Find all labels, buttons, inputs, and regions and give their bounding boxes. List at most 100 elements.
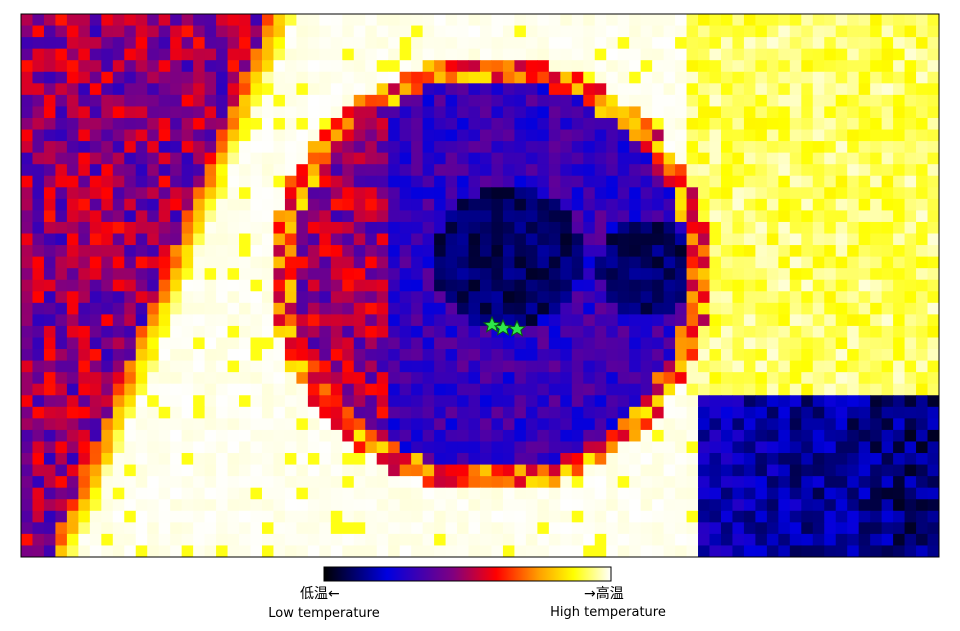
pixel xyxy=(365,48,378,61)
pixel xyxy=(239,429,251,442)
pixel xyxy=(675,117,688,131)
pixel xyxy=(468,441,481,454)
pixel xyxy=(720,476,733,489)
pixel xyxy=(330,25,343,38)
pixel xyxy=(89,291,102,304)
pixel xyxy=(720,256,733,269)
pixel xyxy=(445,545,458,557)
pixel xyxy=(468,198,481,211)
pixel xyxy=(227,314,240,327)
pixel xyxy=(89,372,102,385)
pixel xyxy=(273,14,286,27)
pixel xyxy=(388,94,401,107)
pixel xyxy=(204,545,217,557)
pixel xyxy=(250,60,263,73)
pixel xyxy=(847,406,860,419)
pixel xyxy=(296,453,309,466)
pixel xyxy=(112,464,125,477)
pixel xyxy=(135,487,148,500)
pixel xyxy=(273,71,286,84)
pixel xyxy=(789,187,802,200)
pixel xyxy=(353,545,366,557)
pixel xyxy=(399,37,412,50)
pixel xyxy=(927,314,939,327)
pixel xyxy=(881,314,894,327)
pixel xyxy=(296,349,309,362)
pixel xyxy=(652,83,665,96)
pixel xyxy=(181,60,194,73)
pixel xyxy=(560,372,573,385)
pixel xyxy=(548,314,561,327)
pixel xyxy=(789,152,802,165)
pixel xyxy=(239,187,251,200)
pixel xyxy=(629,487,642,500)
pixel xyxy=(629,37,642,50)
pixel xyxy=(548,187,561,200)
pixel xyxy=(709,302,722,315)
pixel xyxy=(858,94,871,107)
pixel xyxy=(904,429,917,442)
pixel xyxy=(709,256,722,269)
pixel xyxy=(480,418,492,431)
pixel xyxy=(135,522,148,535)
pixel xyxy=(101,268,114,281)
pixel xyxy=(353,395,366,408)
pixel xyxy=(434,14,447,27)
pixel xyxy=(353,337,366,350)
pixel xyxy=(284,175,297,188)
pixel xyxy=(284,522,297,535)
pixel xyxy=(812,256,825,269)
pixel xyxy=(319,360,332,373)
pixel xyxy=(686,325,699,338)
pixel xyxy=(32,545,45,557)
pixel xyxy=(227,325,240,338)
pixel xyxy=(801,487,814,500)
pixel xyxy=(319,499,332,512)
pixel xyxy=(743,337,756,350)
pixel xyxy=(583,221,596,235)
pixel xyxy=(904,60,917,73)
pixel xyxy=(606,487,619,500)
pixel xyxy=(675,441,688,454)
pixel xyxy=(365,83,378,96)
pixel xyxy=(617,314,630,327)
pixel xyxy=(893,256,906,269)
pixel xyxy=(732,60,745,73)
pixel xyxy=(468,117,481,131)
pixel xyxy=(663,152,676,165)
pixel xyxy=(21,164,33,177)
pixel xyxy=(583,175,596,188)
pixel xyxy=(422,487,435,500)
pixel xyxy=(181,37,194,50)
pixel xyxy=(181,83,194,96)
pixel xyxy=(675,221,688,235)
pixel xyxy=(525,545,538,557)
pixel xyxy=(480,94,492,107)
pixel xyxy=(560,210,573,223)
pixel xyxy=(881,510,894,523)
pixel xyxy=(376,429,389,442)
pixel xyxy=(881,487,894,500)
pixel xyxy=(732,499,745,512)
pixel xyxy=(296,383,309,396)
pixel xyxy=(927,198,939,211)
pixel xyxy=(261,349,274,362)
pixel xyxy=(675,476,688,489)
pixel xyxy=(629,256,642,269)
pixel xyxy=(789,268,802,281)
pixel xyxy=(273,383,286,396)
pixel xyxy=(422,383,435,396)
pixel xyxy=(193,48,206,61)
pixel xyxy=(376,291,389,304)
pixel xyxy=(927,522,939,535)
pixel xyxy=(261,210,274,223)
pixel xyxy=(732,221,745,235)
pixel xyxy=(732,441,745,454)
pixel xyxy=(32,210,45,223)
pixel xyxy=(640,383,653,396)
pixel xyxy=(916,499,929,512)
pixel xyxy=(342,487,355,500)
pixel xyxy=(399,325,412,338)
pixel xyxy=(789,291,802,304)
colorbar xyxy=(323,566,612,582)
